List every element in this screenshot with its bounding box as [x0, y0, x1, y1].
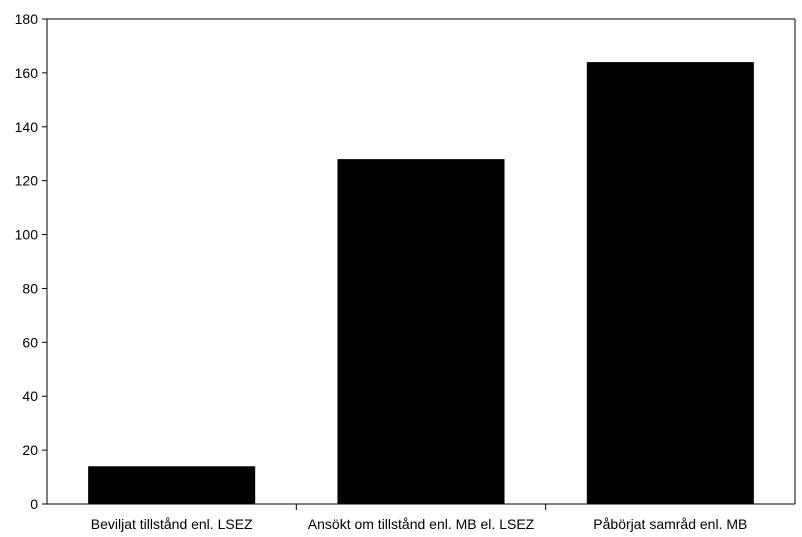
y-tick-label: 60	[22, 334, 38, 350]
y-tick-label: 100	[15, 227, 39, 243]
y-tick-label: 20	[22, 442, 38, 458]
y-tick-label: 180	[15, 11, 39, 27]
bar	[586, 62, 754, 504]
plot-frame	[46, 18, 796, 505]
x-category-label: Ansökt om tillstånd enl. MB el. LSEZ	[308, 516, 535, 532]
x-category-label: Påbörjat samråd enl. MB	[593, 516, 747, 532]
y-tick-label: 80	[22, 280, 38, 296]
y-tick-label: 160	[15, 65, 39, 81]
y-tick-label: 40	[22, 388, 38, 404]
y-tick-label: 0	[30, 496, 38, 512]
x-category-label: Beviljat tillstånd enl. LSEZ	[91, 516, 253, 532]
x-axis: Beviljat tillstånd enl. LSEZ Ansökt om ti…	[91, 504, 747, 532]
y-tick-label: 120	[15, 173, 39, 189]
y-axis: 0 20 40 60 80 100 120 140 160 180	[15, 11, 47, 512]
bar	[337, 159, 505, 504]
bar	[88, 466, 256, 504]
bars	[88, 62, 754, 504]
y-tick-label: 140	[15, 119, 39, 135]
